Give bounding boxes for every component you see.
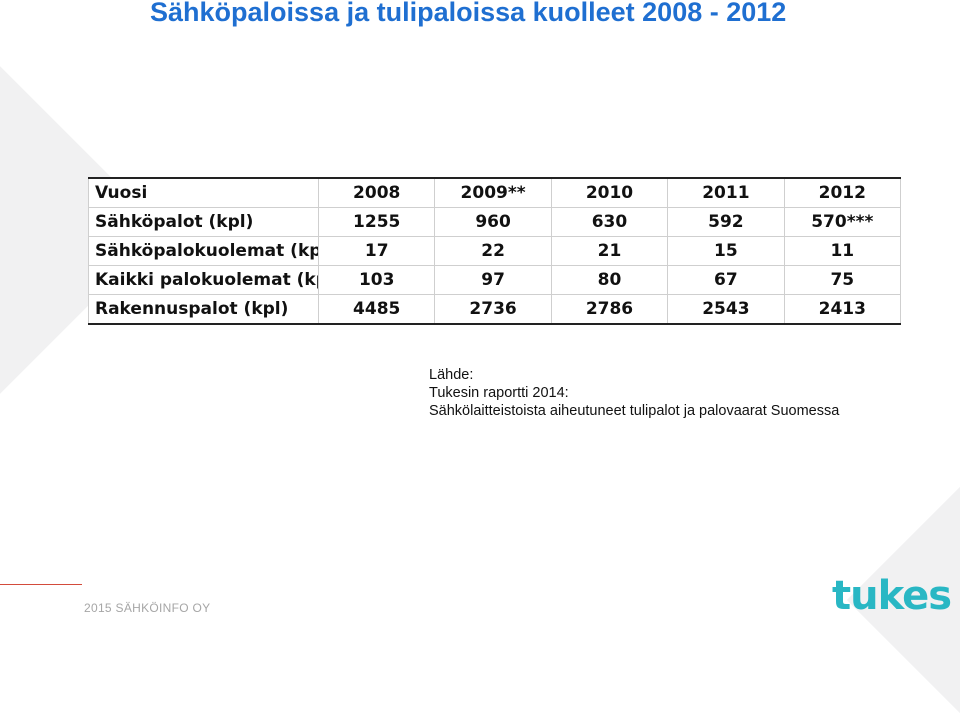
row-label: Rakennuspalot (kpl)	[88, 294, 319, 325]
table-cell: 67	[667, 265, 785, 295]
header-cell: 2009**	[434, 177, 552, 208]
table-cell: 80	[550, 265, 669, 295]
table-cell: 2543	[667, 294, 785, 325]
header-cell: 2008	[317, 177, 436, 208]
footer-copyright: 2015 SÄHKÖINFO OY	[84, 601, 211, 615]
header-cell: 2010	[550, 177, 669, 208]
tukes-logo: tukes	[832, 573, 952, 619]
table-cell: 592	[667, 207, 785, 237]
table-header-row: Vuosi 2008 2009** 2010 2011 2012	[88, 177, 902, 208]
table-cell: 75	[783, 265, 902, 295]
table-row: Sähköpalokuolemat (kpl) 17 22 21 15 11	[88, 236, 902, 266]
header-cell: 2012	[783, 177, 902, 208]
table-cell: 630	[550, 207, 669, 237]
source-report: Tukesin raportti 2014:	[429, 385, 569, 401]
row-label: Kaikki palokuolemat (kpl)	[88, 265, 319, 295]
table-cell: 97	[434, 265, 552, 295]
data-table: Vuosi 2008 2009** 2010 2011 2012 Sähköpa…	[88, 177, 902, 325]
table-cell: 570***	[783, 207, 902, 237]
row-label: Sähköpalot (kpl)	[88, 207, 319, 237]
table-cell: 2413	[783, 294, 902, 325]
table-cell: 11	[783, 236, 902, 266]
source-note: Lähde: Tukesin raportti 2014: Sähkölaitt…	[429, 366, 839, 420]
data-table-container: Vuosi 2008 2009** 2010 2011 2012 Sähköpa…	[88, 177, 902, 325]
table-cell: 1255	[317, 207, 436, 237]
table-cell: 17	[317, 236, 436, 266]
page-title: Sähköpaloissa ja tulipaloissa kuolleet 2…	[150, 0, 787, 27]
table-cell: 960	[434, 207, 552, 237]
table-cell: 15	[667, 236, 785, 266]
row-label: Sähköpalokuolemat (kpl)	[88, 236, 319, 266]
table-row: Rakennuspalot (kpl) 4485 2736 2786 2543 …	[88, 294, 902, 325]
table-cell: 21	[550, 236, 669, 266]
source-label: Lähde:	[429, 367, 474, 383]
table-cell: 2736	[434, 294, 552, 325]
table-cell: 2786	[550, 294, 669, 325]
header-cell-year: Vuosi	[88, 177, 319, 208]
table-cell: 103	[317, 265, 436, 295]
table-cell: 22	[434, 236, 552, 266]
source-report-title: Sähkölaitteistoista aiheutuneet tulipalo…	[429, 403, 840, 419]
table-cell: 4485	[317, 294, 436, 325]
table-row: Kaikki palokuolemat (kpl) 103 97 80 67 7…	[88, 265, 902, 295]
table-row: Sähköpalot (kpl) 1255 960 630 592 570***	[88, 207, 902, 237]
footer-divider	[0, 584, 82, 585]
header-cell: 2011	[667, 177, 785, 208]
